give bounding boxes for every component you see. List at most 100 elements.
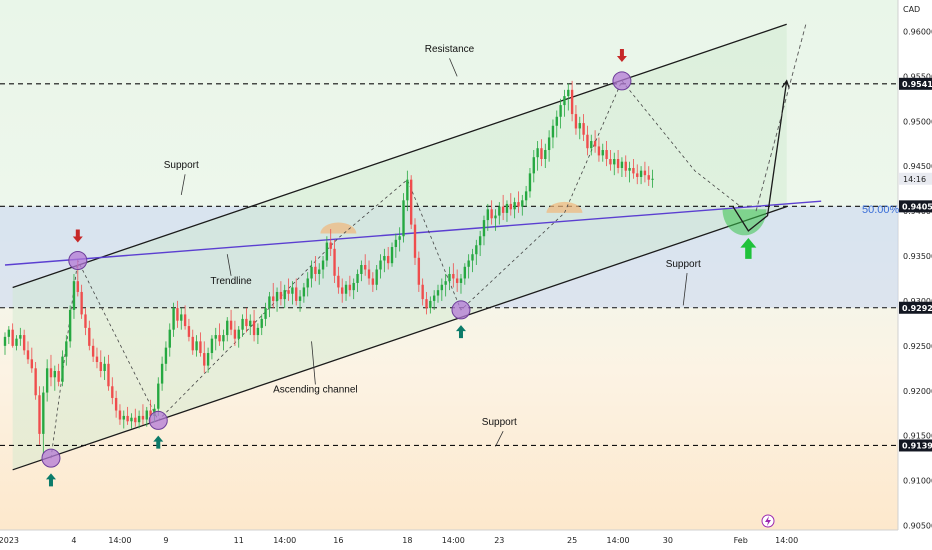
candle-body — [636, 173, 639, 177]
candle-body — [613, 159, 616, 165]
x-tick-label: 14:00 — [442, 536, 465, 545]
annotation-pointer — [682, 273, 688, 306]
candle-body — [609, 159, 612, 165]
candle-body — [482, 220, 486, 237]
candle-body — [302, 287, 306, 297]
axis-panel — [898, 0, 932, 550]
fib-label: 50.00% — [862, 204, 900, 216]
candle-body — [218, 335, 221, 342]
candle-body — [187, 326, 191, 337]
pivot-marker — [41, 448, 61, 468]
arrow-up-icon — [153, 435, 164, 449]
price-tag — [899, 77, 932, 90]
annotation-pointer — [311, 341, 316, 385]
candle-body — [76, 281, 79, 292]
candle-body — [206, 353, 210, 366]
price-axis[interactable]: 0.960000.955000.950000.945000.940000.935… — [899, 27, 932, 531]
candle-body — [145, 410, 148, 420]
candle-body — [95, 356, 99, 363]
candle-body — [318, 269, 321, 274]
candle-body — [628, 167, 631, 171]
candle-body — [394, 239, 398, 248]
x-tick-label: 14:00 — [607, 536, 630, 545]
candle-body — [45, 368, 49, 393]
price-tag — [899, 200, 932, 213]
x-tick-label: 16 — [333, 536, 343, 545]
candle-body — [126, 415, 129, 422]
price-tag-label: 0.95417 — [902, 80, 932, 89]
candle-body — [448, 273, 451, 282]
candle-body — [72, 281, 76, 310]
time-axis[interactable]: 2023 4 14:00 9 11 14:00 16 18 14:00 23 25 14:00 30 Fe… — [0, 536, 798, 545]
candle-body — [252, 320, 256, 336]
arrow-up-icon — [740, 238, 757, 259]
time-tag — [899, 172, 932, 185]
x-tick-label: 18 — [402, 536, 412, 545]
annotation-pointer — [180, 174, 186, 196]
pivot-marker — [68, 251, 88, 271]
projection-path — [732, 80, 788, 232]
candle-body — [53, 371, 57, 378]
zigzag-path — [50, 80, 741, 459]
candle-body — [118, 410, 122, 420]
candle-body — [440, 284, 444, 291]
candle-body — [490, 209, 493, 219]
candle-body — [379, 260, 382, 270]
channel-upper-line — [12, 23, 787, 289]
arrow-up-icon — [45, 473, 56, 487]
candle-body — [7, 329, 11, 337]
candle-body — [486, 209, 489, 221]
candle-body — [467, 260, 470, 267]
candle-body — [601, 150, 604, 156]
candle-body — [590, 141, 593, 149]
candle-body — [279, 291, 283, 300]
candle-body — [524, 191, 528, 201]
candle-body — [42, 392, 45, 434]
currency-label: CAD — [903, 5, 920, 14]
annotation-label: Support — [482, 417, 517, 428]
candle-body — [639, 170, 643, 177]
price-tag-label: 0.94053 — [902, 202, 932, 211]
projection-arrowhead — [781, 79, 790, 89]
candle-body — [356, 273, 359, 283]
candle-body — [241, 318, 244, 330]
markers-layer — [41, 24, 807, 487]
candle-body — [509, 203, 512, 210]
candle-body — [555, 116, 558, 126]
candle-body — [149, 410, 152, 416]
pivot-marker — [612, 71, 632, 91]
x-tick-label: Feb — [734, 536, 748, 545]
candle-body — [521, 200, 524, 207]
annotation-label: Support — [666, 259, 701, 270]
candle-body — [19, 335, 22, 339]
candle-body — [272, 296, 275, 301]
candle-body — [68, 309, 72, 342]
candle-body — [409, 179, 413, 225]
candle-body — [386, 256, 390, 264]
candle-body — [287, 290, 290, 294]
x-tick-label: 23 — [494, 536, 504, 545]
candle-body — [459, 278, 463, 283]
candle-body — [268, 296, 271, 309]
candle-body — [364, 265, 367, 270]
candle-body — [245, 318, 248, 327]
price-tag — [899, 301, 932, 314]
candle-body — [452, 273, 455, 279]
arrow-up-icon — [455, 325, 466, 339]
candle-body — [30, 359, 34, 369]
candle-body — [620, 161, 624, 168]
candle-body — [203, 353, 206, 366]
time-axis-panel — [0, 530, 898, 550]
candle-body — [22, 335, 26, 351]
lightning-icon[interactable] — [761, 514, 775, 528]
candle-body — [586, 134, 589, 149]
candle-body — [605, 150, 608, 159]
